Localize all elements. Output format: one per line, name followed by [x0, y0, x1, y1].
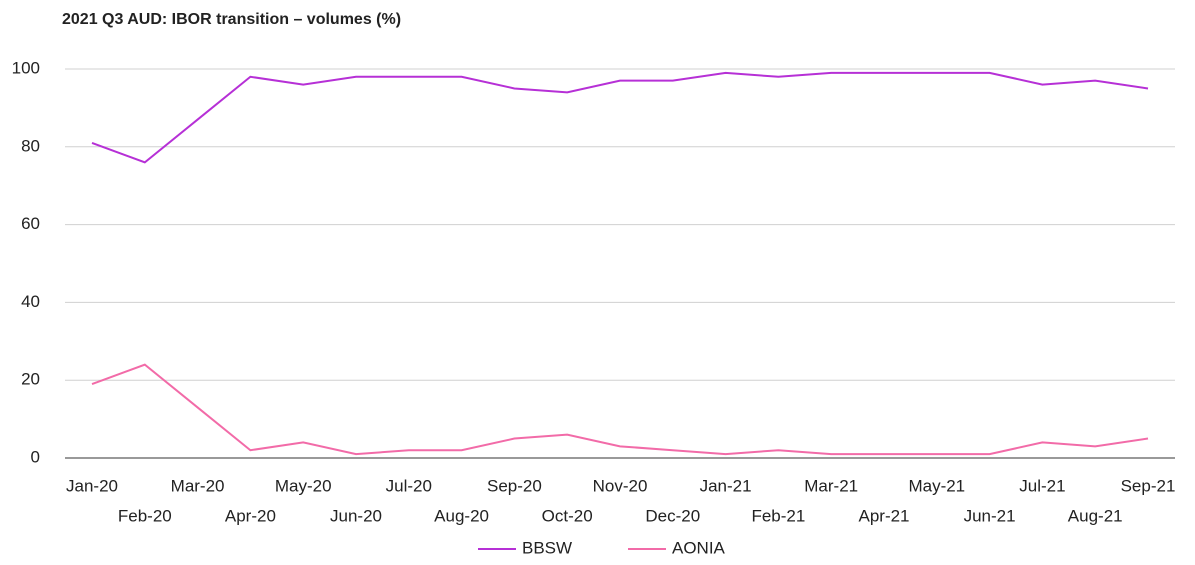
x-tick-label: Mar-21 [804, 476, 858, 495]
y-tick-label: 0 [31, 447, 40, 466]
x-tick-label: Apr-20 [225, 506, 276, 525]
x-tick-label: Sep-21 [1121, 476, 1176, 495]
x-tick-label: Oct-20 [542, 506, 593, 525]
y-tick-label: 20 [21, 370, 40, 389]
x-tick-label: Jul-21 [1019, 476, 1065, 495]
y-tick-label: 40 [21, 292, 40, 311]
x-tick-label: Dec-20 [645, 506, 700, 525]
x-tick-label: Jan-21 [700, 476, 752, 495]
x-tick-label: Sep-20 [487, 476, 542, 495]
x-tick-label: Aug-20 [434, 506, 489, 525]
legend-label: BBSW [522, 538, 572, 557]
x-tick-label: Jun-21 [964, 506, 1016, 525]
x-tick-label: Feb-20 [118, 506, 172, 525]
x-tick-label: Nov-20 [593, 476, 648, 495]
x-tick-label: Jul-20 [386, 476, 432, 495]
x-tick-label: May-20 [275, 476, 332, 495]
x-tick-label: Jan-20 [66, 476, 118, 495]
y-tick-label: 60 [21, 214, 40, 233]
chart-title: 2021 Q3 AUD: IBOR transition – volumes (… [62, 11, 401, 28]
y-tick-label: 100 [12, 58, 40, 77]
x-tick-label: Feb-21 [751, 506, 805, 525]
legend-label: AONIA [672, 538, 726, 557]
x-tick-label: Apr-21 [858, 506, 909, 525]
y-tick-label: 80 [21, 136, 40, 155]
line-series [91, 71, 1149, 164]
x-tick-label: May-21 [908, 476, 965, 495]
x-tick-label: Aug-21 [1068, 506, 1123, 525]
x-tick-label: Jun-20 [330, 506, 382, 525]
x-tick-label: Mar-20 [171, 476, 225, 495]
line-series [91, 363, 1149, 456]
